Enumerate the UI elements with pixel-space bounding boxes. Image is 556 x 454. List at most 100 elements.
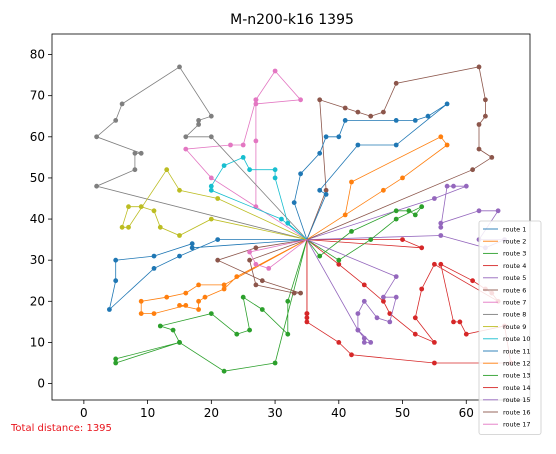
- customer-point: [483, 97, 488, 103]
- route-16: [215, 239, 308, 296]
- legend-entry: route 3: [483, 250, 526, 258]
- customer-point: [336, 134, 342, 140]
- customer-point: [412, 212, 418, 218]
- customer-point: [208, 175, 214, 181]
- customer-point: [304, 319, 310, 325]
- route-4: [304, 237, 514, 366]
- route-3: [113, 239, 308, 374]
- legend-entry: route 9: [483, 323, 526, 331]
- customer-point: [463, 331, 469, 337]
- customer-point: [272, 68, 278, 74]
- customer-point: [419, 245, 425, 251]
- customer-point: [221, 282, 227, 288]
- customer-point: [438, 220, 444, 226]
- legend-entry: route 2: [483, 238, 526, 246]
- customer-point: [221, 368, 227, 374]
- customer-point: [177, 253, 182, 259]
- customer-point: [183, 134, 189, 140]
- legend-entry: route 16: [483, 408, 531, 416]
- customer-point: [272, 175, 278, 181]
- customer-point: [317, 150, 323, 156]
- customer-point: [291, 290, 297, 296]
- customer-point: [336, 257, 342, 263]
- x-tick-label: 0: [80, 406, 88, 420]
- customer-point: [355, 327, 361, 333]
- x-tick-label: 30: [267, 406, 282, 420]
- customer-point: [400, 175, 405, 181]
- customer-point: [355, 142, 361, 148]
- customer-point: [177, 64, 182, 70]
- customer-point: [342, 105, 348, 111]
- customer-point: [138, 298, 144, 304]
- customer-point: [425, 113, 431, 119]
- legend-label: route 3: [503, 250, 526, 258]
- route-10: [208, 155, 308, 240]
- customer-point: [336, 261, 342, 267]
- legend-label: route 8: [503, 311, 526, 319]
- customer-point: [164, 294, 170, 300]
- route-6: [306, 64, 495, 240]
- customer-point: [253, 245, 259, 251]
- customer-point: [444, 183, 450, 189]
- customer-point: [285, 298, 291, 304]
- customer-point: [457, 319, 463, 325]
- customer-point: [323, 134, 329, 140]
- customer-point: [107, 307, 112, 312]
- customer-point: [438, 224, 444, 230]
- customer-point: [113, 257, 119, 263]
- customer-point: [291, 200, 297, 206]
- customer-point: [342, 118, 348, 123]
- customer-point: [247, 249, 253, 255]
- customer-point: [476, 122, 482, 127]
- customer-point: [202, 294, 208, 300]
- customer-point: [253, 282, 259, 288]
- route-7: [183, 68, 308, 240]
- customer-point: [157, 323, 163, 329]
- customer-point: [476, 64, 482, 70]
- customer-point: [412, 331, 418, 337]
- customer-point: [177, 340, 182, 345]
- customer-point: [298, 290, 303, 296]
- customer-point: [132, 150, 138, 156]
- customer-point: [393, 274, 399, 279]
- route-11: [291, 101, 450, 240]
- customer-point: [119, 224, 125, 230]
- legend-label: route 16: [503, 408, 531, 416]
- customer-point: [381, 109, 386, 115]
- customer-point: [323, 187, 329, 193]
- customer-point: [240, 142, 246, 148]
- customer-point: [432, 261, 437, 267]
- legend-entry: route 6: [483, 286, 526, 294]
- x-tick-label: 10: [140, 406, 155, 420]
- y-tick-label: 60: [30, 130, 45, 144]
- customer-point: [323, 192, 329, 197]
- customer-point: [483, 113, 488, 119]
- customer-point: [196, 122, 202, 127]
- legend-entry: route 12: [483, 360, 531, 368]
- route-line: [184, 70, 308, 240]
- y-tick-label: 30: [30, 253, 45, 267]
- customer-point: [272, 167, 278, 173]
- customer-point: [189, 241, 195, 247]
- customer-point: [393, 208, 399, 214]
- customer-point: [387, 319, 393, 325]
- customer-point: [317, 97, 323, 103]
- customer-point: [247, 327, 253, 333]
- customer-point: [361, 282, 367, 288]
- customer-point: [381, 294, 386, 300]
- customer-point: [138, 204, 144, 210]
- customer-point: [177, 187, 182, 193]
- legend-entry: route 1: [483, 225, 526, 233]
- customer-point: [393, 142, 399, 148]
- customer-point: [196, 307, 202, 312]
- route-line: [306, 206, 423, 261]
- customer-point: [138, 311, 144, 316]
- legend-entry: route 13: [483, 372, 531, 380]
- customer-point: [451, 319, 456, 325]
- customer-point: [266, 266, 272, 271]
- customer-point: [253, 97, 259, 103]
- legend-label: route 9: [503, 323, 526, 331]
- legend-label: route 14: [503, 384, 531, 392]
- customer-point: [183, 303, 189, 308]
- customer-point: [164, 167, 170, 173]
